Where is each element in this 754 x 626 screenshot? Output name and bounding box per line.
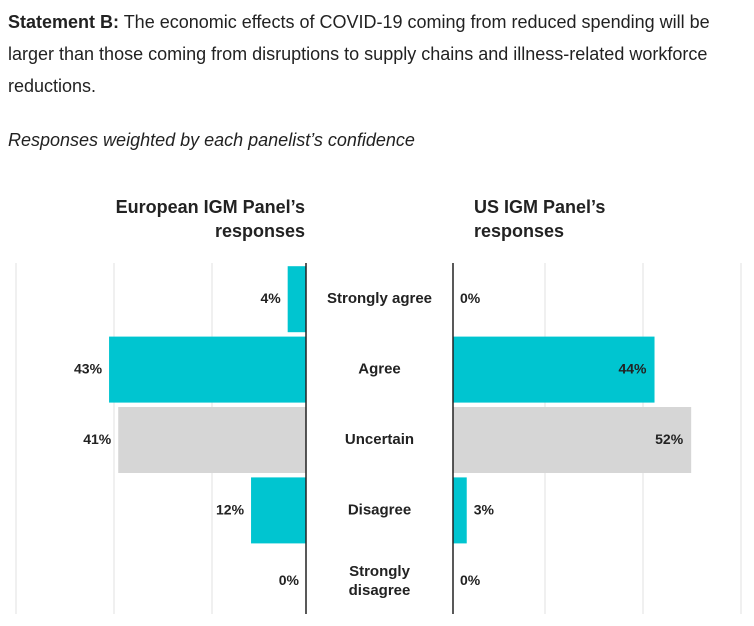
us-bar-3 [453, 477, 467, 544]
category-label-1: Agree [358, 361, 401, 378]
us-panel-title: US IGM Panel’s responses [474, 195, 674, 243]
statement-label: Statement B: [8, 12, 120, 32]
european-panel-title-line-2: responses [214, 221, 305, 241]
category-label-4-line-0: Strongly [349, 563, 410, 580]
us-bar-1 [453, 336, 655, 403]
category-label-4-line-1: disagree [349, 582, 411, 599]
european-bar-0 [287, 266, 306, 333]
european-bar-1 [109, 336, 306, 403]
european-value-label-4: 0% [279, 572, 300, 588]
category-label-2: Uncertain [345, 431, 414, 448]
us-panel-title-line-1: US IGM Panel’s [474, 197, 606, 217]
us-value-label-4: 0% [460, 572, 481, 588]
us-value-label-3: 3% [474, 501, 495, 517]
european-bar-3 [251, 477, 306, 544]
european-value-label-2: 41% [83, 431, 112, 447]
us-bar-2 [453, 407, 692, 473]
us-value-label-2: 52% [655, 431, 684, 447]
european-bar-2 [118, 407, 306, 473]
european-value-label-0: 4% [260, 290, 281, 306]
european-panel-title: European IGM Panel’s responses [65, 195, 305, 243]
european-value-label-3: 12% [216, 501, 245, 517]
statement-text: Statement B: The economic effects of COV… [8, 6, 754, 102]
european-panel-title-line-1: European IGM Panel’s [115, 197, 305, 217]
us-value-label-0: 0% [460, 290, 481, 306]
us-panel-title-line-2: responses [474, 221, 565, 241]
category-label-0: Strongly agree [327, 290, 432, 307]
category-label-3: Disagree [348, 501, 411, 518]
statement-body: The economic effects of COVID-19 coming … [8, 12, 710, 96]
european-value-label-1: 43% [74, 361, 103, 377]
us-value-label-1: 44% [618, 361, 647, 377]
chart-subtitle: Responses weighted by each panelist’s co… [8, 130, 415, 150]
